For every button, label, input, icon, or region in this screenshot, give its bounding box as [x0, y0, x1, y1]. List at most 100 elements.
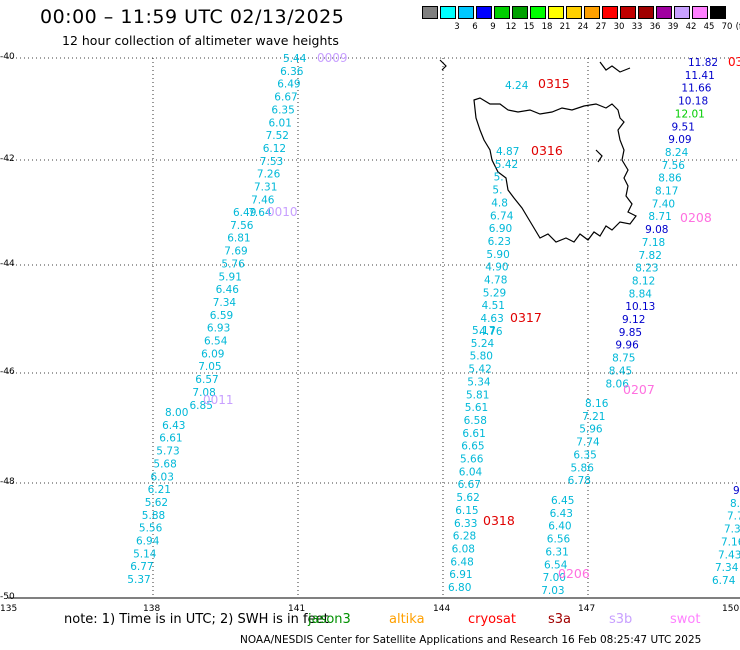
- wave-height-value: 5.17: [472, 325, 495, 337]
- wave-height-value: 6.59: [210, 310, 233, 322]
- wave-height-value: 11.41: [685, 70, 715, 82]
- lat-tick: -50: [0, 592, 15, 602]
- legend-swatch: [584, 6, 600, 19]
- wave-height-value: 6.31: [545, 546, 568, 558]
- wave-height-value: 7.08: [192, 387, 215, 399]
- wave-height-value: 4.87: [496, 146, 519, 158]
- wave-height-value: 9.: [733, 485, 740, 497]
- track-label-0208: 0208: [680, 210, 712, 225]
- legend-swatch: [476, 6, 492, 19]
- tasmania-coastline: [439, 59, 637, 243]
- wave-height-value: 9.09: [668, 134, 691, 146]
- legend-label: 3: [454, 22, 460, 32]
- wave-height-value: 7.26: [257, 169, 281, 181]
- lon-tick: 141: [288, 604, 306, 614]
- legend-label: 36: [649, 22, 661, 32]
- wave-height-value: 6.90: [489, 223, 512, 235]
- wave-height-value: 6.40: [548, 521, 571, 533]
- lon-tick: 150: [722, 604, 740, 614]
- track-label-edge: 03: [728, 55, 740, 69]
- wave-height-value: 6.09: [201, 348, 224, 360]
- wave-height-value: 7.53: [260, 156, 283, 168]
- wave-height-value: 6.61: [159, 433, 182, 445]
- wave-height-value: 6.45: [551, 495, 574, 507]
- wave-height-value: 6.33: [454, 518, 477, 530]
- wave-height-value: 7.39: [724, 524, 740, 536]
- wave-height-value: 7.52: [266, 130, 289, 142]
- legend-swatch: [620, 6, 636, 19]
- wave-height-value: 6.21: [148, 484, 171, 496]
- legend-swatch: [638, 6, 654, 19]
- wave-height-value: 8.16: [585, 398, 609, 410]
- legend-label: 27: [595, 22, 607, 32]
- legend-label: 18: [541, 22, 553, 32]
- wave-height-value: 5.29: [483, 287, 506, 299]
- wave-height-value: 6.49: [277, 79, 300, 91]
- legend-label: 42: [685, 22, 697, 32]
- legend-label: 70: [721, 22, 733, 32]
- wave-height-value: 6.54: [204, 336, 228, 348]
- wave-height-value: 6.85: [190, 400, 213, 412]
- legend-swatch: [710, 6, 726, 19]
- track-label-0316: 0316: [531, 143, 563, 158]
- wave-height-value: 6.43: [550, 508, 573, 520]
- mission-swot: swot: [670, 612, 701, 627]
- wave-height-value: 7.74: [576, 437, 600, 449]
- wave-height-value: 9.85: [619, 327, 642, 339]
- lon-tick: 138: [143, 604, 161, 614]
- wave-height-value: 6.01: [269, 117, 292, 129]
- wave-height-value: 5.86: [571, 462, 595, 474]
- wave-height-value: 5.42: [495, 159, 518, 171]
- wave-height-value: 6.28: [453, 531, 476, 543]
- wave-height-value: 9.08: [645, 224, 668, 236]
- wave-height-value: 7.43: [718, 549, 740, 561]
- wave-height-value: 6.67: [274, 92, 297, 104]
- wave-height-value: 6.77: [130, 561, 153, 573]
- legend-label: 45: [703, 22, 715, 32]
- wave-height-value: 6.74: [712, 575, 736, 587]
- wave-height-value: 5.73: [156, 446, 179, 458]
- wave-height-value: 6.74: [490, 210, 514, 222]
- lon-tick: 147: [578, 604, 596, 614]
- wave-height-value: 4.76: [479, 326, 503, 338]
- wave-height-value: 6.65: [461, 441, 484, 453]
- wave-height-value: 5.96: [579, 424, 603, 436]
- legend-swatch: [494, 6, 510, 19]
- wave-height-value: 7.46: [251, 194, 275, 206]
- wave-height-value: 7.18: [642, 237, 665, 249]
- wave-height-value: 6.78: [568, 475, 591, 487]
- legend-label: 39: [667, 22, 679, 32]
- wave-height-value: 5.62: [456, 492, 479, 504]
- wave-height-value: 6.58: [464, 415, 487, 427]
- wave-height-value: 5.62: [145, 497, 168, 509]
- wave-height-value: 5.14: [133, 548, 157, 560]
- wave-height-value: 6.35: [573, 449, 596, 461]
- track-label-0315: 0315: [538, 76, 570, 91]
- wave-height-value: 8.12: [632, 275, 655, 287]
- legend-label: 21: [559, 22, 571, 32]
- wave-height-value: 7.05: [198, 361, 221, 373]
- wave-height-value: 6.23: [488, 236, 511, 248]
- wave-height-value: 6.35: [271, 104, 294, 116]
- wave-height-value: 6.94: [136, 536, 160, 548]
- lon-tick: 135: [0, 604, 18, 614]
- lat-tick: -40: [0, 52, 15, 62]
- wave-height-value: 8.00: [165, 407, 188, 419]
- wave-height-value: 7.82: [639, 250, 662, 262]
- wave-height-value: 6.15: [455, 505, 478, 517]
- wave-height-value: 5.81: [466, 389, 489, 401]
- legend-label: 24: [577, 22, 589, 32]
- wave-height-value: 6.43: [162, 420, 185, 432]
- legend-swatch: [458, 6, 474, 19]
- wave-height-value: 6.08: [452, 543, 475, 555]
- wave-height-value: 9.12: [622, 314, 645, 326]
- track-label-0010: 0010: [267, 205, 298, 219]
- wave-height-value: 6.54: [544, 559, 568, 571]
- wave-height-value: 4.24: [505, 80, 529, 92]
- wave-height-value: 10.13: [625, 301, 655, 313]
- wave-height-value: 7.7: [727, 511, 740, 523]
- wave-height-value: 8.75: [612, 353, 635, 365]
- wave-height-value: 6.36: [280, 66, 304, 78]
- wave-height-value: 10.18: [678, 96, 708, 108]
